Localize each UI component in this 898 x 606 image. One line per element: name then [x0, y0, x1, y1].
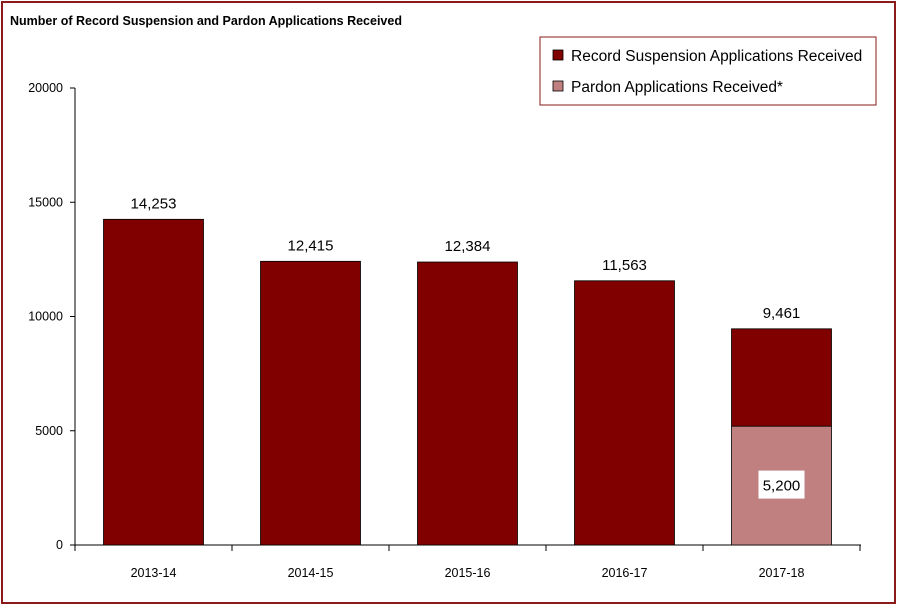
axes: 0 5000 10000 15000 20000 2013-14 2014-15 2015-… [28, 81, 861, 580]
y-tick-label: 10000 [28, 310, 63, 324]
bar-record-suspension [103, 218, 204, 546]
y-tick-label: 20000 [28, 81, 63, 95]
bar-total-label: 12,384 [445, 238, 491, 255]
legend-box [539, 36, 877, 106]
y-tick-label: 0 [56, 538, 63, 552]
x-tick-label: 2014-15 [288, 566, 334, 580]
x-tick-label: 2017-18 [759, 566, 805, 580]
bar-record-suspension [574, 280, 675, 546]
legend-swatch-record-suspension [552, 49, 564, 61]
x-tick-label: 2013-14 [131, 566, 177, 580]
bars [103, 218, 832, 546]
data-labels: 14,253 12,415 12,384 11,563 9,461 5,200 [131, 195, 805, 499]
x-tick-label: 2015-16 [445, 566, 491, 580]
legend: Record Suspension Applications Received … [539, 36, 877, 106]
chart-title: Number of Record Suspension and Pardon A… [10, 14, 402, 28]
y-tick-label: 15000 [28, 195, 63, 209]
y-ticks: 0 5000 10000 15000 20000 [28, 81, 75, 552]
segment-label-background [758, 470, 805, 499]
legend-label-record-suspension: Record Suspension Applications Received [571, 48, 862, 65]
y-tick-label: 5000 [35, 424, 63, 438]
segment-label: 5,200 [763, 478, 801, 495]
x-tick-label: 2016-17 [602, 566, 648, 580]
bar-record-suspension [260, 260, 361, 546]
legend-label-pardon: Pardon Applications Received* [571, 79, 783, 96]
bar-record-suspension [731, 328, 832, 427]
legend-swatch-pardon [552, 80, 564, 92]
bar-total-label: 9,461 [763, 305, 801, 322]
bar-total-label: 11,563 [602, 257, 647, 274]
bar-total-label: 14,253 [131, 195, 177, 212]
x-ticks: 2013-14 2014-15 2015-16 2016-17 2017-18 [74, 545, 861, 580]
bar-total-label: 12,415 [288, 237, 334, 254]
bar-record-suspension [417, 261, 518, 546]
